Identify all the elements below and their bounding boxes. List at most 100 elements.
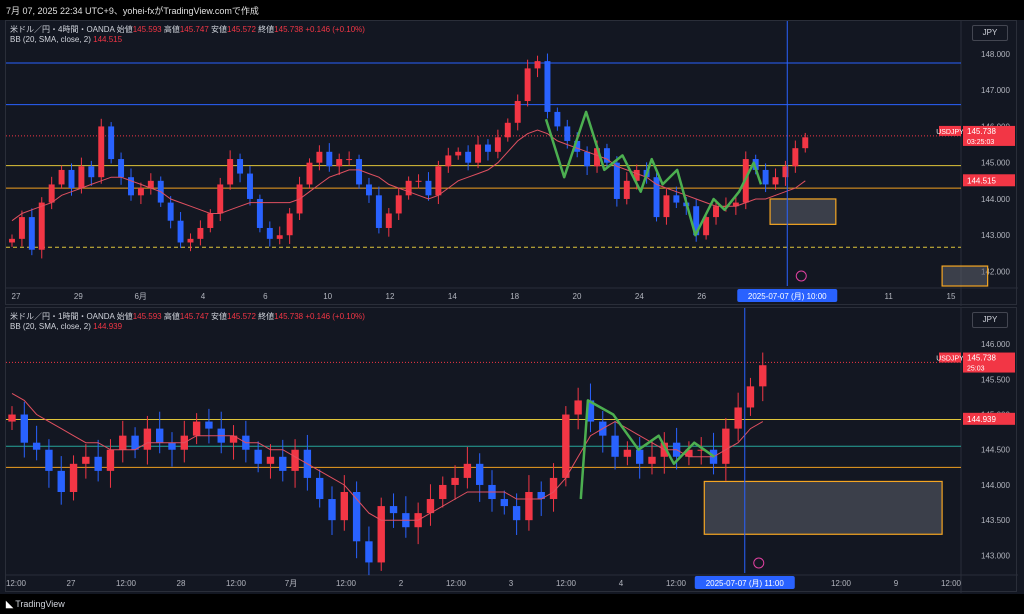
x-tick-label: 12:00 — [446, 579, 467, 588]
x-tick-label: 15 — [947, 292, 956, 301]
candle-body — [279, 456, 287, 471]
candle-body — [463, 463, 472, 478]
y-tick-label: 147.000 — [981, 86, 1010, 95]
candle-body — [98, 126, 105, 178]
candle-body — [328, 499, 336, 521]
candle-body — [356, 159, 363, 185]
logo-icon: ◣ — [6, 599, 13, 609]
candle-body — [197, 227, 204, 239]
candle-body — [703, 217, 710, 236]
candle-body — [192, 421, 201, 436]
candle-body — [613, 162, 620, 199]
candle-body — [58, 169, 65, 185]
chart-panel-4h[interactable]: 148.000147.000146.000145.000144.000143.0… — [5, 20, 1018, 306]
x-tick-label: 12:00 — [941, 579, 962, 588]
chart-canvas-4h[interactable]: 148.000147.000146.000145.000144.000143.0… — [6, 21, 1018, 306]
candle-body — [147, 180, 154, 189]
x-tick-label: 12:00 — [666, 579, 687, 588]
x-tick-label: 6 — [263, 292, 268, 301]
candle-body — [603, 148, 610, 163]
candle-body — [554, 111, 561, 127]
candle-body — [82, 456, 90, 464]
chart-canvas-1h[interactable]: 146.000145.500145.000144.500144.000143.5… — [6, 308, 1018, 593]
price-tag-value: 145.738 — [967, 127, 996, 136]
candle-body — [187, 238, 194, 243]
candle-body — [69, 463, 78, 492]
candle-body — [68, 169, 75, 189]
candle-body — [143, 428, 152, 450]
candle-body — [792, 148, 799, 167]
candle-body — [340, 492, 348, 521]
chart-title: 7月 07, 2025 22:34 UTC+9、yohei-fxがTrading… — [6, 6, 259, 16]
candle-body — [512, 506, 521, 521]
x-tick-label: 9 — [894, 579, 899, 588]
candle-body — [315, 477, 324, 500]
candle-body — [611, 435, 619, 457]
zone-box — [941, 265, 989, 287]
event-icon[interactable] — [795, 270, 807, 282]
candle-body — [155, 428, 164, 443]
candle-body — [131, 435, 139, 450]
candle-body — [375, 195, 382, 228]
candle-body — [772, 177, 779, 185]
price-tag-box — [963, 352, 1015, 373]
candle-body — [623, 180, 630, 199]
y-tick-label: 142.000 — [981, 267, 1010, 276]
candle-body — [500, 499, 508, 507]
drawn-wave-line — [579, 399, 716, 500]
candle-body — [562, 414, 570, 478]
open-value: 145.593 — [132, 312, 162, 321]
high-value: 145.747 — [179, 312, 209, 321]
candle-body — [648, 456, 656, 464]
candle-body — [48, 184, 55, 203]
candle-body — [697, 449, 705, 451]
candle-body — [229, 435, 238, 443]
candle-body — [395, 195, 402, 214]
footer-bar: ◣ TradingView — [0, 594, 1024, 614]
event-icon[interactable] — [753, 557, 765, 569]
indicator-label: BB (20, SMA, close, 2) — [10, 35, 91, 44]
price-tag-box — [963, 125, 1015, 146]
x-tick-label: 18 — [510, 292, 519, 301]
indicator-legend[interactable]: BB (20, SMA, close, 2) 144.939 — [10, 322, 122, 331]
candle-body — [237, 159, 244, 174]
change-value: +0.146 (+0.10%) — [305, 312, 365, 321]
y-tick-label: 145.500 — [981, 375, 1010, 384]
candle-body — [504, 122, 511, 138]
chart-panel-1h[interactable]: 146.000145.500145.000144.500144.000143.5… — [5, 307, 1018, 593]
symbol-line: 米ドル／円・1時間・OANDA — [10, 312, 115, 321]
currency-button[interactable]: JPY — [972, 25, 1008, 41]
symbol-tag-box — [939, 125, 961, 136]
candle-body — [137, 188, 144, 196]
candle-body — [276, 235, 283, 239]
candle-body — [217, 184, 224, 214]
candle-body — [635, 449, 644, 464]
candle-body — [336, 159, 343, 167]
tradingview-logo[interactable]: ◣ TradingView — [6, 599, 65, 610]
y-tick-label: 143.000 — [981, 551, 1010, 560]
x-tick-label: 20 — [573, 292, 582, 301]
candle-body — [365, 541, 373, 563]
candle-body — [802, 137, 809, 149]
y-tick-label: 144.500 — [981, 446, 1010, 455]
candle-body — [586, 400, 595, 422]
indicator-legend[interactable]: BB (20, SMA, close, 2) 144.515 — [10, 35, 122, 44]
currency-button[interactable]: JPY — [972, 312, 1008, 328]
candle-body — [78, 166, 85, 189]
candle-body — [465, 151, 472, 163]
crosshair-time-box — [694, 576, 795, 589]
candle-body — [389, 506, 398, 514]
candle-body — [28, 217, 35, 250]
candle-body — [693, 206, 700, 236]
x-tick-label: 29 — [74, 292, 83, 301]
candle-body — [475, 144, 482, 163]
candle-body — [544, 61, 551, 112]
x-tick-label: 12 — [386, 292, 395, 301]
candle-body — [9, 238, 15, 243]
candle-body — [38, 202, 45, 250]
candle-body — [752, 159, 759, 170]
candle-body — [326, 151, 333, 167]
candle-body — [247, 173, 253, 199]
candle-body — [534, 61, 541, 69]
x-tick-label: 14 — [448, 292, 457, 301]
